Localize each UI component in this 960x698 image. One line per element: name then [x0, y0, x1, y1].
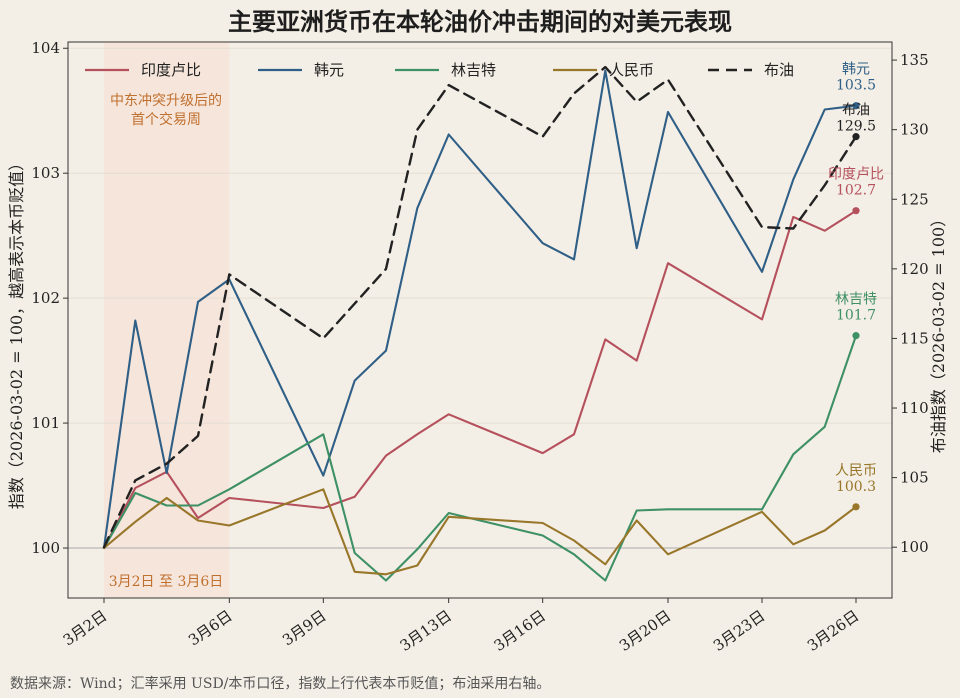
end-label-value: 103.5 [836, 78, 876, 94]
source-note: 数据来源：Wind；汇率采用 USD/本币口径，指数上行代表本币贬值；布油采用右… [10, 675, 550, 692]
y-right-tick-label: 125 [900, 190, 929, 208]
x-axis: 3月2日 3月6日 3月9日 3月13日 3月16日 3月20日 3月23日 3月26日 [60, 598, 862, 655]
x-tick-label: 3月2日 [60, 607, 111, 650]
series-line [102, 209, 858, 550]
y-left-tick-label: 101 [31, 414, 60, 432]
series-line [102, 69, 858, 550]
end-label-name: 林吉特 [835, 292, 877, 308]
legend-label: 韩元 [314, 61, 344, 79]
end-label-name: 印度卢比 [828, 167, 884, 183]
y-left-tick-label: 104 [31, 39, 60, 57]
end-label-value: 102.7 [836, 183, 876, 199]
legend: 印度卢比 韩元 林吉特 人民币 布油 [85, 61, 794, 79]
x-tick-label: 3月9日 [279, 607, 330, 650]
y-axis-left: 100 101 102 103 104 [31, 39, 68, 557]
series-line [102, 334, 858, 582]
x-tick-label: 3月6日 [185, 607, 236, 650]
shaded-period-label-line2: 首个交易周 [131, 111, 201, 128]
y-axis-right: 100 105 110 115 120 125 130 135 [892, 51, 929, 556]
shaded-period-label-line1: 中东冲突升级后的 [110, 93, 222, 109]
x-tick-label: 3月26日 [804, 607, 862, 655]
series-line [102, 488, 858, 576]
end-markers [852, 102, 860, 511]
y-axis-left-label: 指数（2026-03-02 = 100，越高表示本币贬值） [7, 155, 26, 509]
y-left-tick-label: 103 [31, 164, 60, 182]
end-label-value: 129.5 [836, 119, 876, 135]
y-left-tick-label: 100 [31, 539, 60, 557]
y-right-tick-label: 100 [900, 538, 929, 556]
series-end-marker [852, 207, 860, 215]
y-right-tick-label: 120 [900, 260, 929, 278]
x-tick-label: 3月23日 [710, 607, 768, 655]
y-right-tick-label: 105 [900, 469, 929, 487]
y-left-tick-label: 102 [31, 289, 60, 307]
chart-title: 主要亚洲货币在本轮油价冲击期间的对美元表现 [228, 7, 732, 36]
legend-label: 林吉特 [451, 61, 496, 79]
series-end-marker [852, 133, 860, 141]
series-lines [102, 65, 858, 582]
y-right-tick-label: 135 [900, 51, 929, 69]
y-right-tick-label: 115 [900, 329, 929, 347]
y-right-tick-label: 130 [900, 121, 929, 139]
legend-label: 人民币 [609, 61, 654, 79]
shaded-period-range: 3月2日 至 3月6日 [109, 574, 224, 590]
end-label-name: 人民币 [835, 463, 877, 479]
end-label-name: 韩元 [842, 62, 870, 78]
y-axis-right-label: 布油指数（2026-03-02 = 100） [929, 211, 948, 453]
x-tick-label: 3月13日 [397, 607, 455, 655]
y-right-tick-label: 110 [900, 399, 929, 417]
series-line [102, 65, 858, 549]
end-label-name: 布油 [842, 103, 870, 119]
end-label-value: 101.7 [836, 308, 876, 324]
end-label-value: 100.3 [836, 479, 876, 495]
x-tick-label: 3月20日 [616, 607, 674, 655]
legend-label: 印度卢比 [141, 61, 201, 79]
plot-frame [67, 41, 893, 599]
series-end-marker [852, 332, 860, 340]
x-tick-label: 3月16日 [491, 607, 549, 655]
series-end-marker [852, 102, 860, 110]
series-end-marker [852, 503, 860, 511]
annotations: 中东冲突升级后的 首个交易周 3月2日 至 3月6日 [109, 93, 224, 590]
legend-label: 布油 [764, 61, 794, 79]
